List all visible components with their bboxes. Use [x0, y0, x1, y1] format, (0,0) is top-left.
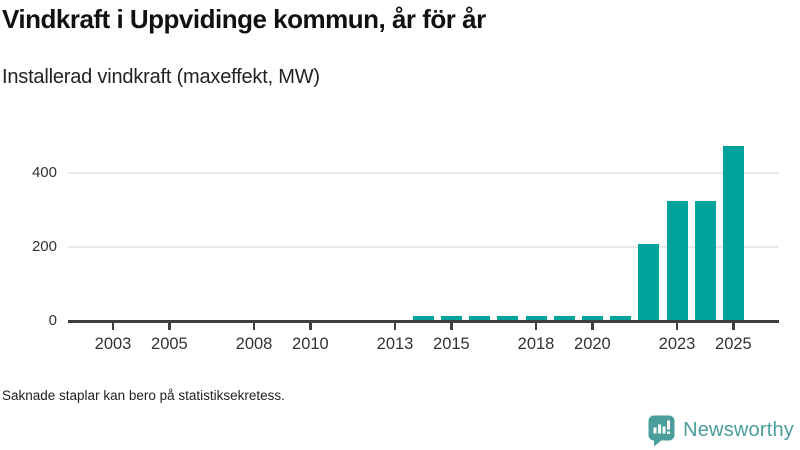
x-axis-label-2003: 2003	[94, 335, 132, 353]
x-axis-tick-2025	[732, 322, 735, 330]
bar-2017	[497, 315, 519, 321]
y-axis-label-0: 0	[48, 312, 57, 329]
x-axis-label-2010: 2010	[292, 335, 329, 353]
newsworthy-bubble-chart-icon	[648, 415, 675, 446]
x-axis-label-2023: 2023	[658, 335, 696, 353]
x-axis-label-2018: 2018	[517, 335, 555, 353]
x-axis-label-2013: 2013	[376, 335, 414, 353]
bar-2019	[553, 315, 575, 321]
gridline-200	[68, 246, 779, 248]
x-axis-label-2015: 2015	[433, 335, 470, 353]
bar-2014	[412, 315, 434, 321]
bar-2023	[666, 200, 688, 321]
bar-2022	[638, 244, 660, 321]
x-axis-tick-2010	[309, 322, 312, 330]
bar-2016	[469, 315, 491, 321]
newsworthy-logo: Newsworthy	[648, 414, 794, 447]
x-axis-tick-2003	[111, 322, 115, 330]
chart-title: Vindkraft i Uppvidinge kommun, år för år	[2, 4, 486, 34]
x-axis-tick-2005	[168, 322, 171, 330]
newsworthy-wordmark: Newsworthy	[683, 419, 794, 441]
gridline-400	[68, 172, 779, 174]
chart-footnote: Saknade staplar kan bero på statistiksek…	[2, 388, 285, 403]
x-axis-label-2025: 2025	[715, 335, 752, 353]
bar-2025	[722, 145, 744, 321]
x-axis-tick-2018	[534, 322, 538, 330]
bar-2021	[610, 315, 632, 321]
bar-2024	[694, 200, 716, 321]
x-axis-tick-2008	[252, 322, 256, 330]
bar-2018	[525, 315, 547, 321]
x-axis-label-2008: 2008	[235, 335, 273, 353]
x-axis-line	[68, 319, 779, 323]
x-axis-tick-2023	[675, 322, 679, 330]
x-axis-label-2005: 2005	[151, 335, 188, 353]
x-axis-label-2020: 2020	[574, 335, 611, 353]
bar-2020	[581, 315, 603, 321]
chart-subtitle: Installerad vindkraft (maxeffekt, MW)	[2, 66, 320, 88]
y-axis-label-400: 400	[31, 164, 57, 181]
bar-2015	[440, 315, 462, 321]
x-axis-tick-2020	[591, 322, 594, 330]
x-axis-tick-2013	[393, 322, 397, 330]
y-axis-label-200: 200	[31, 238, 57, 255]
x-axis-tick-2015	[450, 322, 453, 330]
